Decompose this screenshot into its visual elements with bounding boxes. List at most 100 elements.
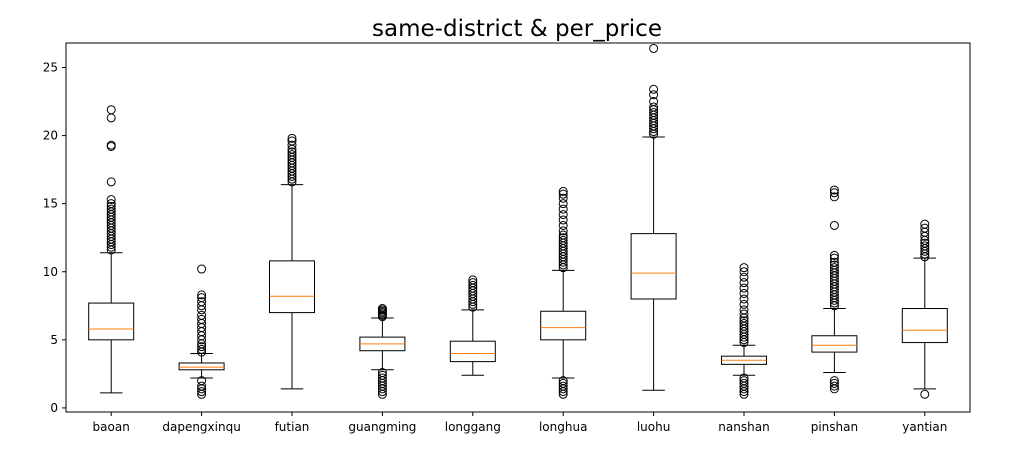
box-longhua <box>540 186 587 399</box>
y-tick-label: 25 <box>43 61 58 75</box>
outlier-point <box>829 257 839 267</box>
y-axis: 0 5 10 15 20 25 <box>43 61 66 415</box>
x-tick-label: futian <box>275 420 310 434</box>
outlier-point <box>829 192 839 202</box>
chart-title: same-district & per_price <box>372 16 662 42</box>
outlier-point <box>649 90 659 100</box>
outlier-point <box>739 305 749 315</box>
outlier-point <box>106 204 116 214</box>
y-tick-label: 20 <box>43 129 58 143</box>
x-tick-label: nanshan <box>718 420 769 434</box>
outlier-point <box>197 344 207 354</box>
outlier-point <box>920 241 930 251</box>
outlier-point <box>920 389 930 399</box>
outlier-point <box>739 294 749 304</box>
outlier-point <box>558 193 568 203</box>
box-series <box>88 43 948 399</box>
outlier-point <box>739 289 749 299</box>
outlier-point <box>739 299 749 309</box>
y-tick-label: 10 <box>43 265 58 279</box>
iqr-box <box>449 340 496 363</box>
outlier-point <box>558 210 568 220</box>
plot-frame <box>65 42 971 413</box>
outlier-point <box>829 378 839 388</box>
outlier-point <box>829 250 839 260</box>
outlier-point <box>739 378 749 388</box>
iqr-box <box>901 308 948 344</box>
outlier-point <box>739 272 749 282</box>
outlier-point <box>920 238 930 248</box>
outlier-point <box>468 278 478 288</box>
x-tick-label: yantian <box>902 420 947 434</box>
outlier-point <box>649 107 659 117</box>
outlier-point <box>558 226 568 236</box>
outlier-point <box>558 235 568 245</box>
outlier-point <box>558 186 568 196</box>
box-guangming <box>359 304 406 399</box>
outlier-point <box>106 195 116 205</box>
outlier-point <box>558 230 568 240</box>
outlier-point <box>377 373 387 383</box>
outlier-point <box>739 309 749 319</box>
box-pinshan <box>811 185 858 394</box>
outlier-point <box>106 140 116 150</box>
x-tick-label: guangming <box>348 420 416 434</box>
outlier-point <box>920 223 930 233</box>
outlier-point <box>558 204 568 214</box>
y-tick-label: 5 <box>50 333 58 347</box>
outlier-point <box>106 177 116 187</box>
box-dapengxinqu <box>178 264 225 399</box>
outlier-point <box>558 381 568 391</box>
outlier-point <box>197 381 207 391</box>
iqr-box <box>88 302 135 341</box>
outlier-point <box>558 376 568 386</box>
box-yantian <box>901 219 948 399</box>
outlier-point <box>829 260 839 270</box>
outlier-point <box>739 316 749 326</box>
iqr-box <box>630 233 677 300</box>
x-tick-label: pinshan <box>811 420 858 434</box>
outlier-point <box>106 113 116 123</box>
outlier-point <box>829 220 839 230</box>
x-tick-label: longgang <box>445 420 501 434</box>
x-tick-label: baoan <box>93 420 130 434</box>
outlier-point <box>377 304 387 314</box>
outlier-point <box>197 314 207 324</box>
iqr-box <box>540 310 587 341</box>
iqr-box <box>811 335 858 353</box>
outlier-point <box>739 267 749 277</box>
outlier-point <box>558 199 568 209</box>
x-tick-label: luohu <box>637 420 671 434</box>
outlier-point <box>739 318 749 328</box>
outlier-point <box>287 147 297 157</box>
outlier-point <box>106 201 116 211</box>
outlier-point <box>558 378 568 388</box>
outlier-point <box>829 253 839 263</box>
outlier-point <box>377 368 387 378</box>
outlier-point <box>197 376 207 386</box>
x-axis: baoan dapengxinqu futian guangming longgang l… <box>93 412 947 434</box>
outlier-point <box>558 233 568 243</box>
outlier-point <box>829 188 839 198</box>
outlier-point <box>106 105 116 115</box>
outlier-point <box>558 189 568 199</box>
outlier-point <box>649 102 659 112</box>
outlier-point <box>468 280 478 290</box>
outlier-point <box>197 290 207 300</box>
box-futian <box>269 133 315 390</box>
outlier-point <box>197 264 207 274</box>
outlier-point <box>287 150 297 160</box>
outlier-point <box>197 387 207 397</box>
outlier-point <box>287 140 297 150</box>
outlier-point <box>649 84 659 94</box>
outlier-point <box>468 275 478 285</box>
outlier-point <box>829 263 839 273</box>
outlier-point <box>197 342 207 352</box>
outlier-point <box>287 133 297 143</box>
outlier-point <box>197 297 207 307</box>
x-tick-label: dapengxinqu <box>162 420 240 434</box>
box-luohu <box>630 43 677 391</box>
outlier-point <box>197 310 207 320</box>
outlier-point <box>920 219 930 229</box>
